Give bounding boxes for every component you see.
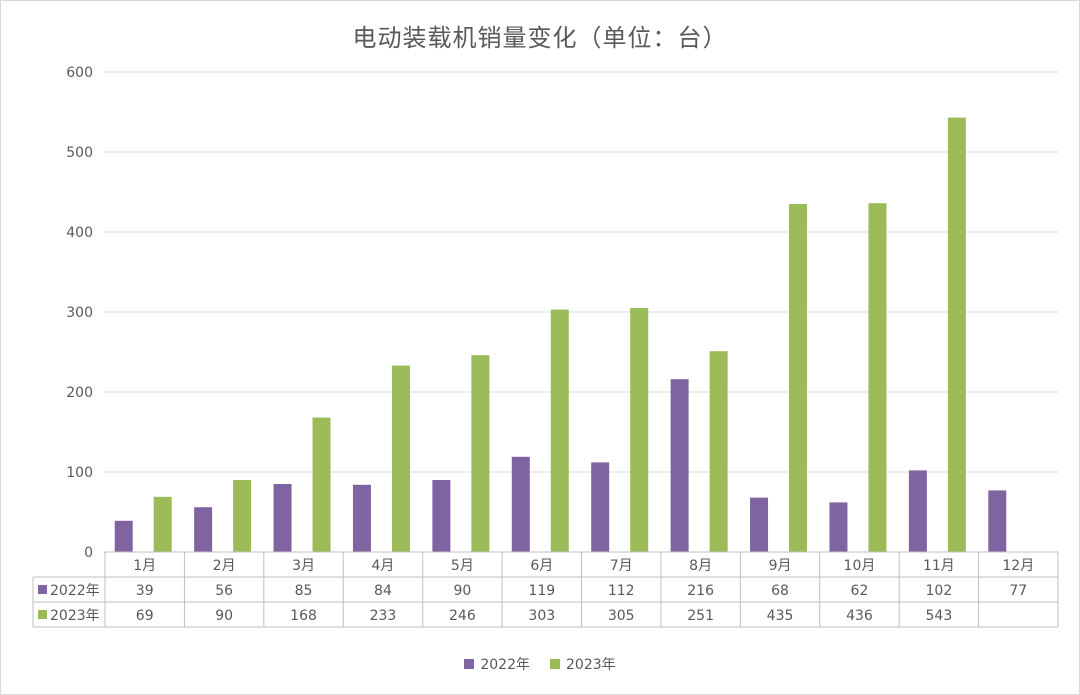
y-tick-label: 0 [84,545,93,561]
table-legend-swatch [38,610,47,619]
x-tick-label: 6月 [530,558,553,574]
x-tick-label: 3月 [292,558,315,574]
bar-series-1 [352,484,371,552]
bar-series-1 [273,484,292,552]
data-label: 216 [687,583,714,599]
x-tick-label: 4月 [371,558,394,574]
table-legend-swatch [38,585,47,594]
bar-series-1 [194,507,213,552]
legend-label: 2022年 [480,657,530,673]
data-label: 85 [295,583,313,599]
bar-series-2 [153,496,172,552]
bar-series-1 [908,470,927,552]
y-tick-label: 300 [66,305,93,321]
bar-series-1 [432,480,451,552]
chart-title: 电动装载机销量变化（单位：台） [352,24,728,52]
bar-series-1 [511,456,530,552]
bar-series-2 [550,309,569,552]
table-series-name: 2023年 [50,608,100,624]
data-label: 303 [528,608,555,624]
data-label: 69 [136,608,154,624]
data-label: 436 [846,608,873,624]
bar-series-2 [947,117,966,552]
data-label: 251 [687,608,714,624]
data-label: 102 [926,583,953,599]
bar-series-1 [591,462,610,552]
bar-series-1 [670,379,689,552]
chart-legend: 2022年 2023年 [0,654,1080,674]
bar-series-2 [391,365,410,552]
x-tick-label: 2月 [213,558,236,574]
bar-series-1 [988,490,1007,552]
data-label: 305 [608,608,635,624]
y-tick-label: 200 [66,385,93,401]
data-label: 90 [453,583,471,599]
data-label: 77 [1009,583,1027,599]
y-tick-label: 400 [66,225,93,241]
x-tick-label: 12月 [1002,558,1034,574]
x-tick-label: 11月 [923,558,955,574]
bar-series-2 [312,417,331,552]
x-tick-label: 10月 [844,558,876,574]
data-label: 90 [215,608,233,624]
data-label: 233 [370,608,397,624]
data-label: 62 [851,583,869,599]
data-label: 543 [926,608,953,624]
legend-swatch [550,659,560,669]
x-tick-label: 9月 [769,558,792,574]
bar-series-2 [868,203,887,552]
data-label: 68 [771,583,789,599]
y-tick-label: 500 [66,145,93,161]
x-tick-label: 1月 [133,558,156,574]
data-label: 84 [374,583,392,599]
x-tick-label: 8月 [689,558,712,574]
bar-series-2 [789,204,808,552]
legend-item: 2023年 [550,654,616,674]
y-tick-label: 100 [66,465,93,481]
bar-series-2 [630,308,649,552]
legend-swatch [464,659,475,669]
data-label: 56 [215,583,233,599]
data-label: 246 [449,608,476,624]
y-tick-label: 600 [66,65,93,81]
data-label: 39 [136,583,154,599]
data-label: 435 [767,608,794,624]
bar-series-2 [471,355,490,552]
legend-label: 2023年 [566,657,616,673]
bar-series-1 [829,502,848,552]
bar-series-2 [233,480,252,552]
table-series-name: 2022年 [50,583,100,599]
data-label: 112 [608,583,635,599]
x-tick-label: 5月 [451,558,474,574]
x-tick-label: 7月 [610,558,633,574]
bar-series-1 [114,520,133,552]
legend-item: 2022年 [464,654,530,674]
data-label: 168 [290,608,317,624]
bar-series-2 [709,351,728,552]
data-label: 119 [528,583,555,599]
bar-series-1 [750,497,769,552]
